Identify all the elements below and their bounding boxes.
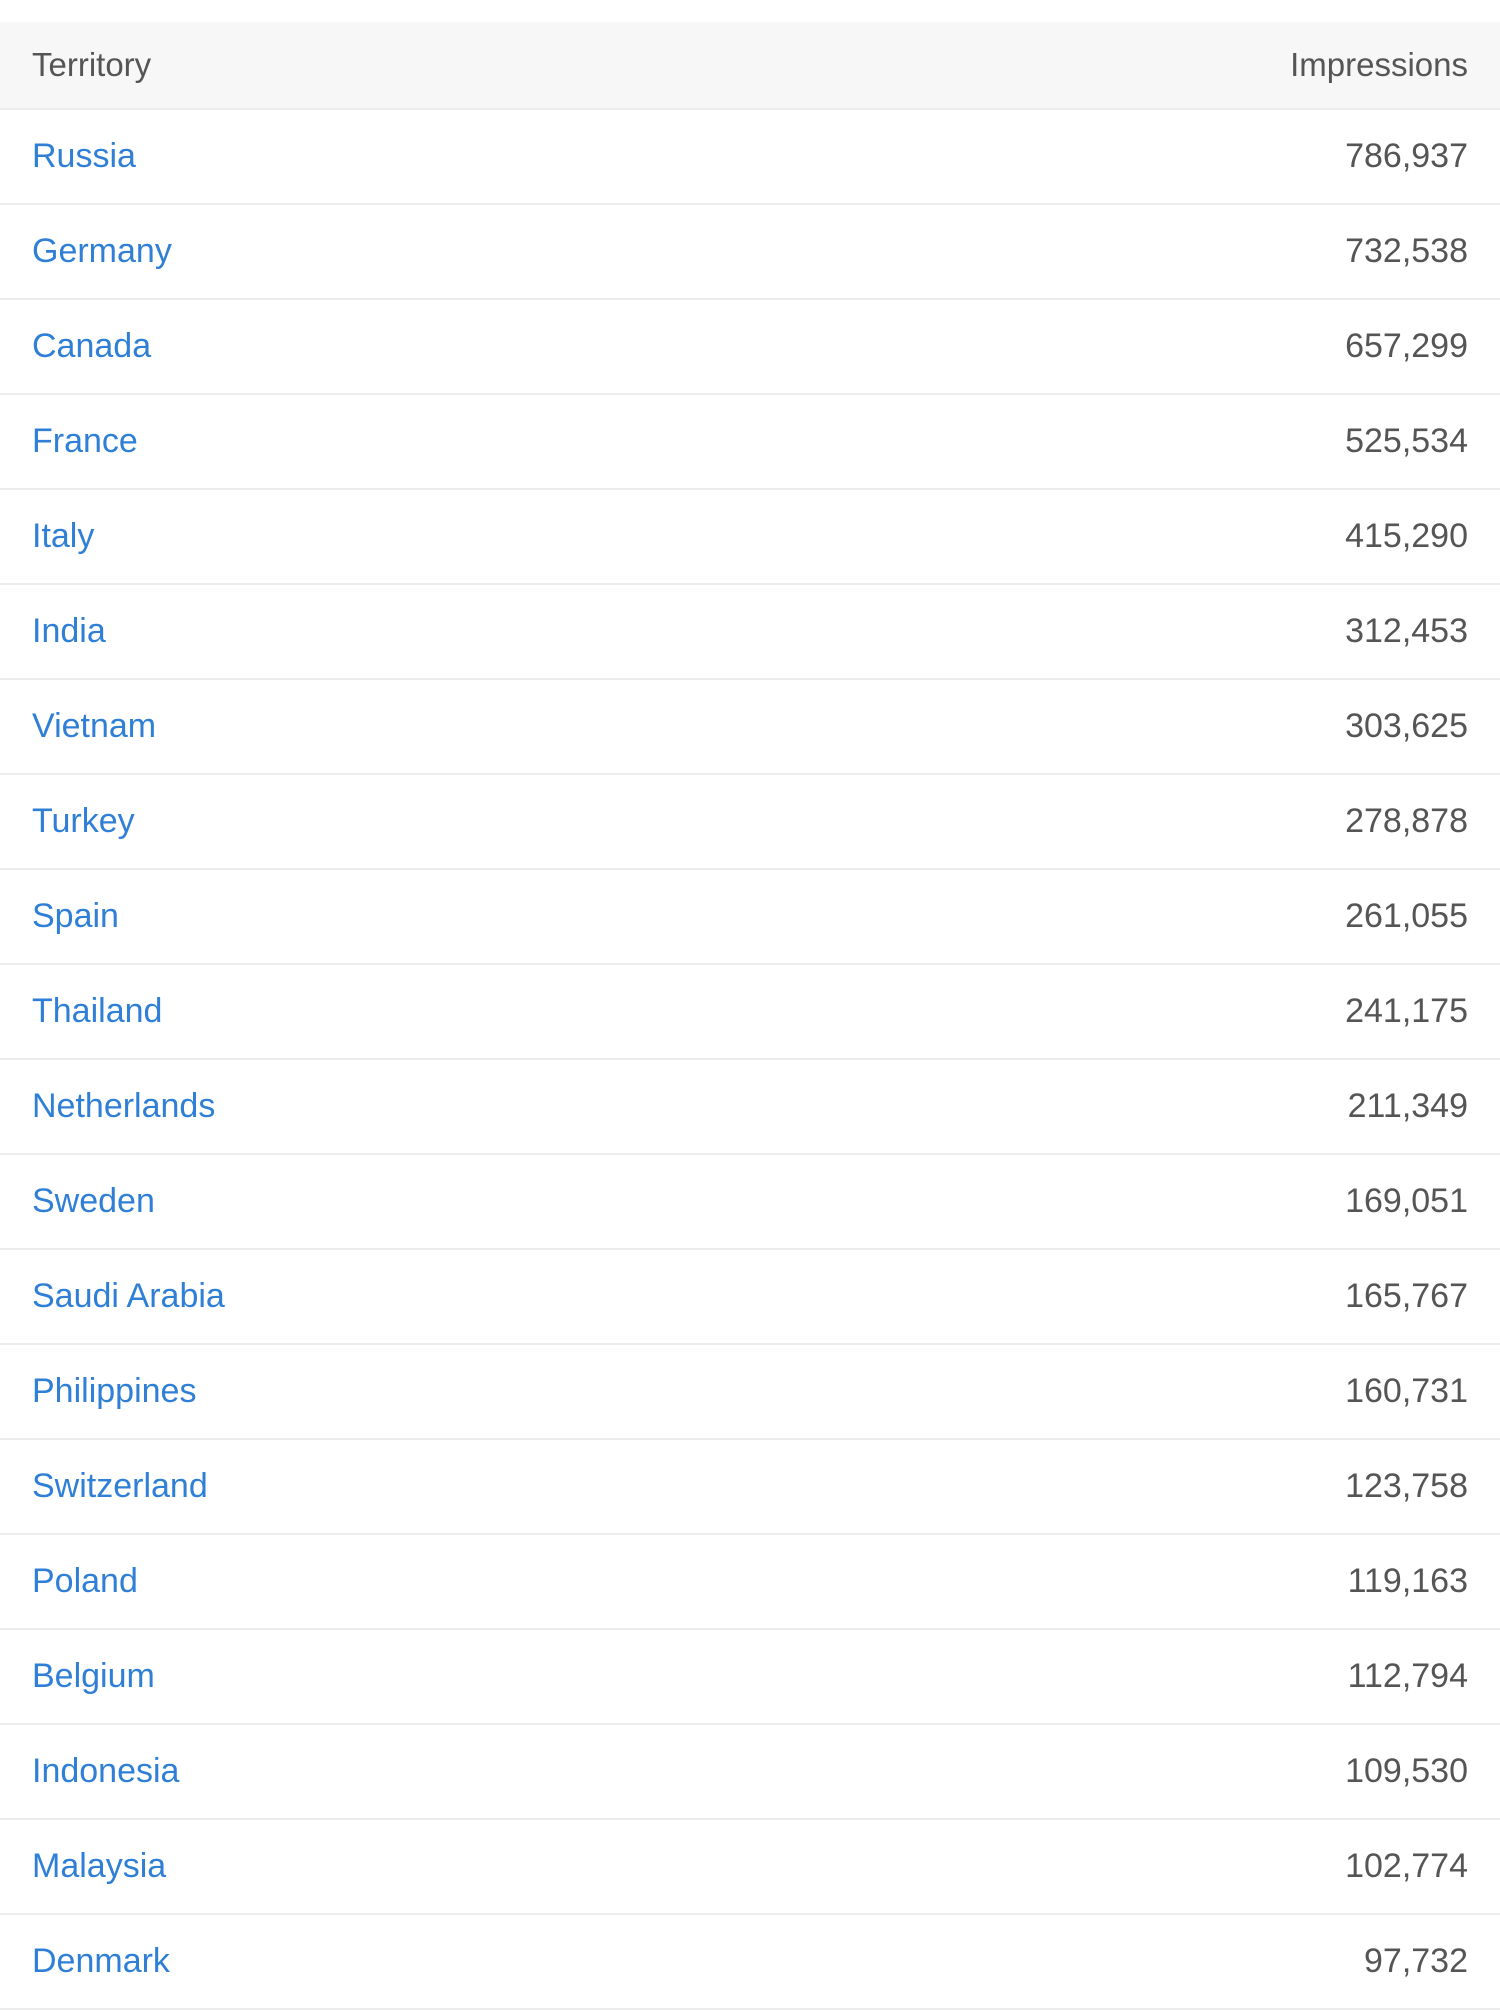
territory-link[interactable]: Russia xyxy=(32,137,136,175)
impressions-value: 169,051 xyxy=(1345,1182,1468,1220)
territory-link[interactable]: Italy xyxy=(32,517,95,555)
table-row: Vietnam 303,625 xyxy=(0,680,1500,775)
territory-link[interactable]: Indonesia xyxy=(32,1752,180,1790)
territory-link[interactable]: Switzerland xyxy=(32,1467,208,1505)
impressions-value: 415,290 xyxy=(1345,517,1468,555)
table-row: Italy 415,290 xyxy=(0,490,1500,585)
table-row: Sweden 169,051 xyxy=(0,1155,1500,1250)
territory-link[interactable]: Belgium xyxy=(32,1657,155,1695)
territory-link[interactable]: Spain xyxy=(32,897,119,935)
territory-link[interactable]: Philippines xyxy=(32,1372,197,1410)
territory-link[interactable]: Turkey xyxy=(32,802,135,840)
impressions-value: 312,453 xyxy=(1345,612,1468,650)
impressions-value: 123,758 xyxy=(1345,1467,1468,1505)
impressions-value: 97,732 xyxy=(1364,1942,1468,1980)
impressions-value: 657,299 xyxy=(1345,327,1468,365)
table-row: Poland 119,163 xyxy=(0,1535,1500,1630)
table-row: Turkey 278,878 xyxy=(0,775,1500,870)
impressions-value: 261,055 xyxy=(1345,897,1468,935)
table-row: Netherlands 211,349 xyxy=(0,1060,1500,1155)
territory-link[interactable]: Sweden xyxy=(32,1182,155,1220)
territory-link[interactable]: Germany xyxy=(32,232,172,270)
table-row: Thailand 241,175 xyxy=(0,965,1500,1060)
territory-link[interactable]: Malaysia xyxy=(32,1847,167,1885)
table-row: Belgium 112,794 xyxy=(0,1630,1500,1725)
table-row: Germany 732,538 xyxy=(0,205,1500,300)
impressions-value: 786,937 xyxy=(1345,137,1468,175)
impressions-value: 102,774 xyxy=(1345,1847,1468,1885)
table-row: Philippines 160,731 xyxy=(0,1345,1500,1440)
territory-link[interactable]: Netherlands xyxy=(32,1087,216,1125)
impressions-column-header[interactable]: Impressions xyxy=(1290,46,1468,83)
territory-link[interactable]: Vietnam xyxy=(32,707,157,745)
impressions-value: 165,767 xyxy=(1345,1277,1468,1315)
impressions-value: 241,175 xyxy=(1345,992,1468,1030)
table-header: Territory Impressions xyxy=(0,22,1500,110)
territory-link[interactable]: Thailand xyxy=(32,992,163,1030)
territory-link[interactable]: India xyxy=(32,612,106,650)
territory-impressions-table: Territory Impressions Russia 786,937 Ger… xyxy=(0,22,1500,2010)
impressions-value: 112,794 xyxy=(1347,1657,1468,1695)
impressions-value: 525,534 xyxy=(1345,422,1468,460)
impressions-value: 119,163 xyxy=(1347,1562,1468,1600)
impressions-value: 211,349 xyxy=(1347,1087,1468,1125)
territory-link[interactable]: Canada xyxy=(32,327,152,365)
table-row: Russia 786,937 xyxy=(0,110,1500,205)
table-row: Spain 261,055 xyxy=(0,870,1500,965)
territory-link[interactable]: Denmark xyxy=(32,1942,170,1980)
territory-link[interactable]: Poland xyxy=(32,1562,138,1600)
table-row: Switzerland 123,758 xyxy=(0,1440,1500,1535)
table-body: Russia 786,937 Germany 732,538 Canada 65… xyxy=(0,110,1500,2010)
table-row: India 312,453 xyxy=(0,585,1500,680)
impressions-value: 109,530 xyxy=(1345,1752,1468,1790)
table-row: Malaysia 102,774 xyxy=(0,1820,1500,1915)
territory-link[interactable]: Saudi Arabia xyxy=(32,1277,225,1315)
table-row: Canada 657,299 xyxy=(0,300,1500,395)
table-row: Indonesia 109,530 xyxy=(0,1725,1500,1820)
impressions-value: 160,731 xyxy=(1345,1372,1468,1410)
table-row: Saudi Arabia 165,767 xyxy=(0,1250,1500,1345)
territory-link[interactable]: France xyxy=(32,422,138,460)
table-row: Denmark 97,732 xyxy=(0,1915,1500,2010)
impressions-value: 732,538 xyxy=(1345,232,1468,270)
territory-column-header[interactable]: Territory xyxy=(32,46,152,83)
impressions-value: 303,625 xyxy=(1345,707,1468,745)
impressions-value: 278,878 xyxy=(1345,802,1468,840)
table-row: France 525,534 xyxy=(0,395,1500,490)
